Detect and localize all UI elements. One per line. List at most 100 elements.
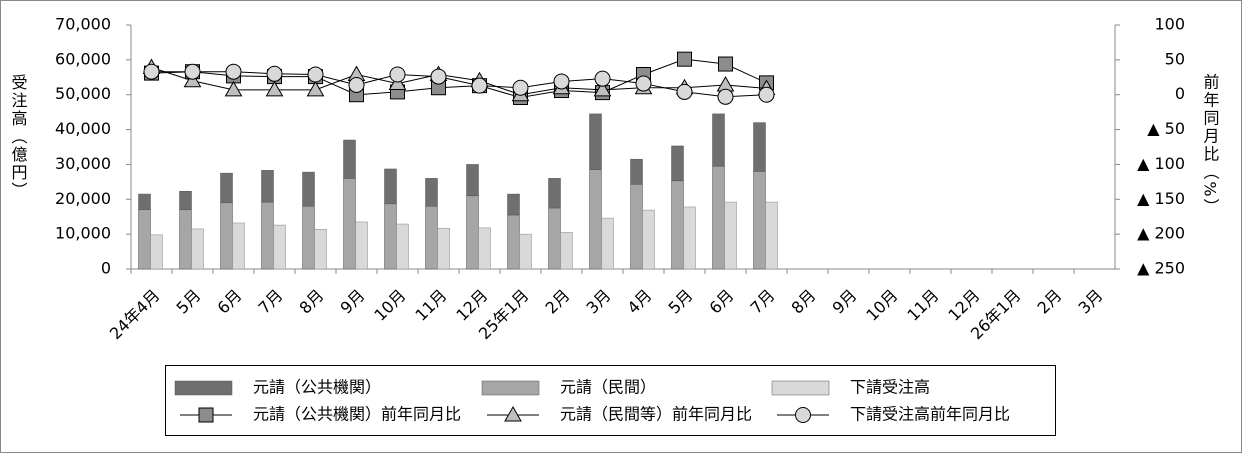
bar-segment — [384, 168, 397, 205]
y2-tick-label: ▲ 50 — [1147, 119, 1185, 138]
bar — [683, 206, 696, 270]
marker — [198, 407, 214, 423]
marker — [717, 88, 734, 105]
bar-segment — [179, 209, 192, 270]
bar — [437, 227, 450, 270]
y2-axis-title: 前年同月比（%） — [1201, 73, 1220, 216]
bar-segment — [302, 171, 315, 207]
bar-segment — [261, 170, 274, 203]
bar-segment — [712, 165, 725, 270]
bar-segment — [261, 201, 274, 270]
y2-tick-label: ▲ 100 — [1137, 154, 1185, 173]
bar-segment — [630, 158, 643, 185]
y2-tick-label: 100 — [1154, 15, 1185, 34]
bar-segment — [712, 113, 725, 167]
bar-segment — [138, 193, 151, 210]
marker — [266, 65, 283, 82]
bar-segment — [343, 139, 356, 179]
bar — [519, 233, 532, 270]
marker — [430, 68, 447, 85]
bar-segment — [507, 193, 520, 216]
legend-swatch — [771, 380, 830, 396]
bar-segment — [343, 178, 356, 270]
bar — [232, 222, 245, 270]
bar — [191, 228, 204, 270]
marker — [593, 80, 612, 97]
bar-segment — [384, 203, 397, 270]
legend-swatch — [481, 380, 540, 396]
marker — [183, 71, 202, 88]
bar — [396, 223, 409, 270]
bar-segment — [425, 178, 438, 207]
marker — [225, 63, 242, 80]
y2-tick-label: ▲ 150 — [1137, 189, 1185, 208]
bar — [560, 232, 573, 270]
bar — [724, 201, 737, 270]
bar-segment — [548, 207, 561, 270]
bar-segment — [220, 172, 233, 204]
y-tick-label: 60,000 — [55, 49, 111, 68]
y-tick-label: 20,000 — [55, 189, 111, 208]
marker — [676, 83, 693, 100]
y-tick-label: 40,000 — [55, 119, 111, 138]
marker — [471, 77, 488, 94]
y2-tick-label: ▲ 200 — [1137, 224, 1185, 243]
marker — [224, 80, 243, 97]
bar-segment — [548, 178, 561, 209]
y2-tick-label: 50 — [1165, 49, 1185, 68]
marker — [348, 76, 365, 93]
marker — [389, 66, 406, 83]
bar — [355, 221, 368, 270]
bar-segment — [466, 164, 479, 197]
marker — [143, 63, 160, 80]
bar-segment — [753, 171, 766, 270]
bar — [642, 209, 655, 270]
bar-segment — [589, 169, 602, 270]
bar — [478, 227, 491, 270]
bar-segment — [753, 122, 766, 172]
marker — [553, 73, 570, 90]
bar — [314, 229, 327, 270]
legend-label: 元請（公共機関） — [253, 378, 381, 397]
bar-segment — [671, 145, 684, 182]
y-axis-title: 受注高（億円） — [9, 74, 28, 200]
y2-tick-label: ▲ 250 — [1137, 259, 1185, 278]
y-tick-label: 30,000 — [55, 154, 111, 173]
legend-label: 下請受注高前年同月比 — [850, 405, 1010, 424]
y2-tick-label: 0 — [1175, 84, 1185, 103]
bar — [765, 201, 778, 270]
bar — [150, 234, 163, 270]
marker — [265, 80, 284, 97]
marker — [635, 75, 652, 92]
legend-box — [165, 365, 1056, 436]
marker — [307, 66, 324, 83]
marker — [388, 74, 407, 91]
bar — [273, 224, 286, 270]
marker — [718, 56, 733, 72]
bar-segment — [220, 202, 233, 270]
bar — [601, 217, 614, 270]
y-tick-label: 10,000 — [55, 224, 111, 243]
line — [151, 71, 767, 98]
marker — [758, 86, 775, 103]
bar-segment — [630, 184, 643, 270]
bar-segment — [179, 191, 192, 210]
marker — [184, 63, 201, 80]
y-tick-label: 70,000 — [55, 15, 111, 34]
bar-segment — [302, 206, 315, 270]
bar-segment — [589, 113, 602, 170]
bar-segment — [425, 206, 438, 270]
legend-label: 元請（民間） — [560, 378, 656, 397]
legend-label: 下請受注高 — [850, 378, 930, 397]
legend-label: 元請（民間等）前年同月比 — [560, 405, 752, 424]
marker — [594, 70, 611, 87]
bar-segment — [671, 180, 684, 270]
marker — [512, 79, 529, 96]
marker — [504, 405, 522, 422]
line — [151, 58, 767, 99]
y-tick-label: 50,000 — [55, 84, 111, 103]
marker — [306, 80, 325, 97]
legend-swatch — [174, 380, 233, 396]
